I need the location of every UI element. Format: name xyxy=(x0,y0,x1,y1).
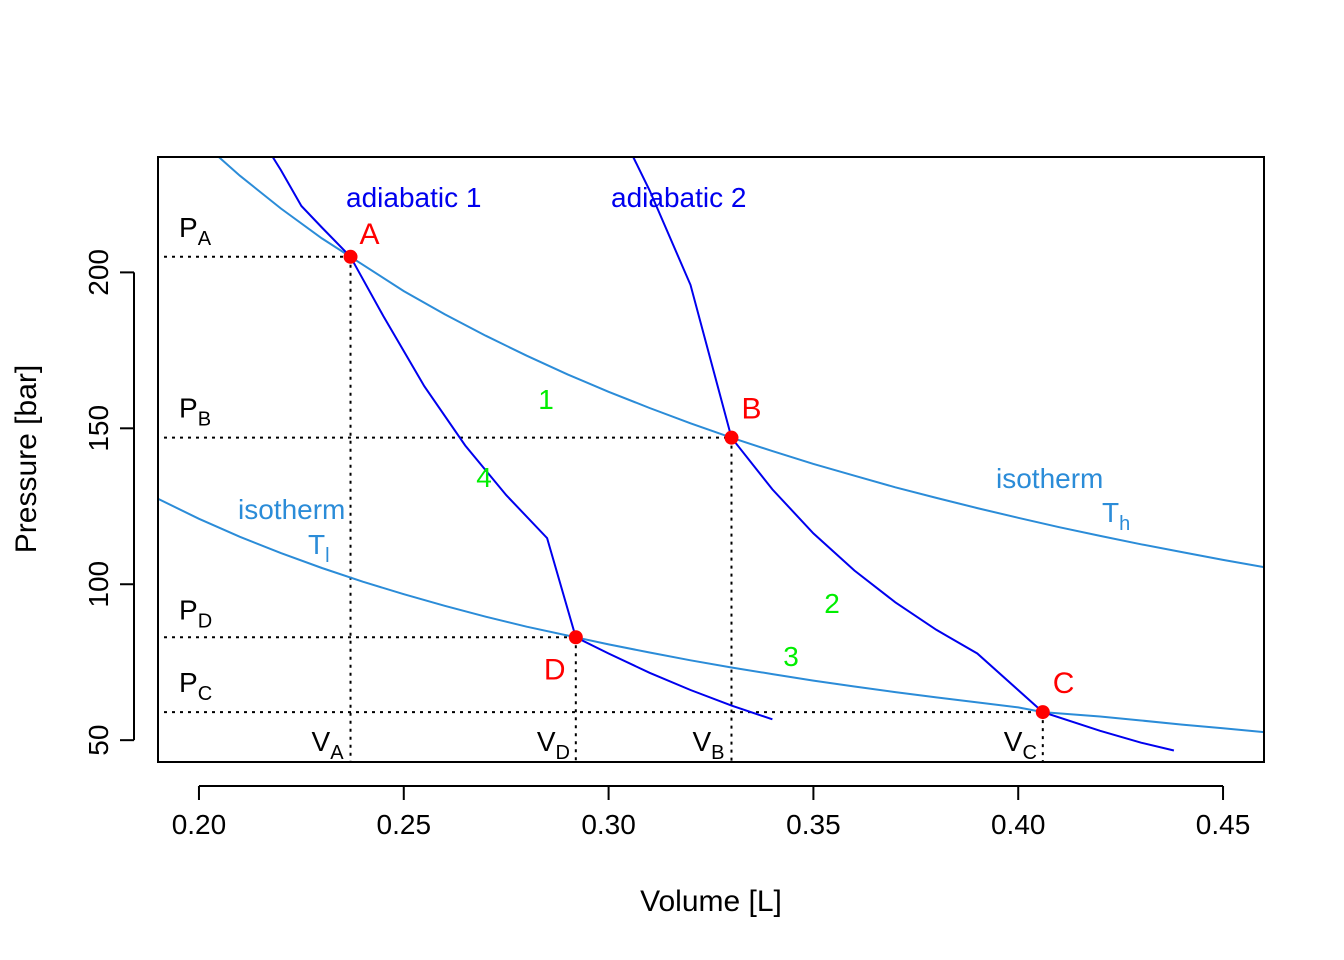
step-number-2: 2 xyxy=(824,588,840,619)
series-line-adiabatic-2 xyxy=(632,157,1175,752)
x-tick-label: 0.40 xyxy=(991,809,1046,840)
series-line-isotherm-tl xyxy=(158,497,1264,734)
state-point-b xyxy=(724,430,739,445)
state-point-a xyxy=(343,249,358,264)
pressure-label-b: PB xyxy=(179,393,211,431)
state-point-c xyxy=(1035,705,1050,720)
y-axis-label: Pressure [bar] xyxy=(10,365,43,553)
x-tick-label: 0.20 xyxy=(172,809,227,840)
series-line-adiabatic-1 xyxy=(271,157,773,721)
y-tick-label: 150 xyxy=(83,405,114,452)
x-tick-label: 0.30 xyxy=(581,809,636,840)
annotations: A B C D PA PB PC PD VA VB VC VD adiabatic 1 adiabatic… xyxy=(179,182,1130,764)
x-tick-label: 0.25 xyxy=(377,809,432,840)
point-label-d: D xyxy=(544,653,566,686)
y-tick-label: 50 xyxy=(83,725,114,756)
series-line-isotherm-th xyxy=(217,157,1264,569)
x-tick-label: 0.35 xyxy=(786,809,841,840)
isotherm-h-label: isotherm xyxy=(996,463,1103,494)
step-number-4: 4 xyxy=(476,462,492,493)
curves xyxy=(158,157,1264,752)
isotherm-l-label: isotherm xyxy=(238,494,345,525)
volume-label-a: VA xyxy=(312,726,345,764)
y-tick-label: 200 xyxy=(83,249,114,296)
guide-lines xyxy=(164,255,1044,762)
axes: 0.20 0.25 0.30 0.35 0.40 0.45 50 100 150 200 xyxy=(83,249,1250,840)
point-label-a: A xyxy=(360,218,380,251)
point-label-c: C xyxy=(1053,667,1075,700)
pressure-label-c: PC xyxy=(179,667,212,705)
state-point-d xyxy=(568,630,583,645)
step-number-3: 3 xyxy=(783,641,799,672)
isotherm-h-temperature: Th xyxy=(1102,497,1130,535)
volume-label-c: VC xyxy=(1004,726,1037,764)
point-label-b: B xyxy=(741,393,761,426)
adiabatic-1-label: adiabatic 1 xyxy=(346,182,481,213)
state-points xyxy=(343,249,1050,720)
pressure-label-a: PA xyxy=(179,212,212,250)
step-number-1: 1 xyxy=(538,384,554,415)
x-tick-label: 0.45 xyxy=(1196,809,1251,840)
pressure-label-d: PD xyxy=(179,594,212,632)
volume-label-b: VB xyxy=(692,726,724,764)
y-tick-label: 100 xyxy=(83,561,114,608)
volume-label-d: VD xyxy=(537,726,570,764)
x-axis-label: Volume [L] xyxy=(640,885,782,918)
isotherm-l-temperature: Tl xyxy=(308,529,330,567)
adiabatic-2-label: adiabatic 2 xyxy=(611,182,746,213)
plot-frame xyxy=(157,156,1265,763)
